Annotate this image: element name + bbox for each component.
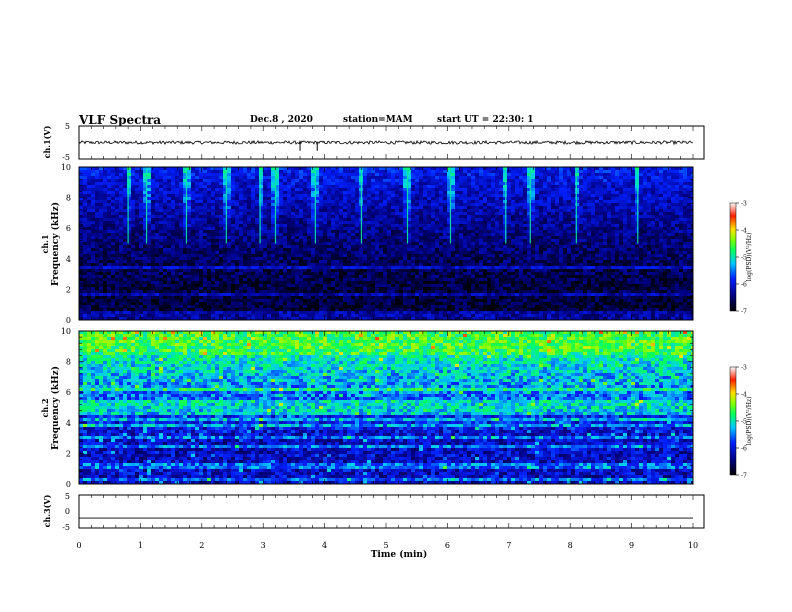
ch2-spectrogram-ylabel-freq: Frequency (kHz) — [50, 366, 61, 450]
ch3-waveform-frame — [78, 494, 705, 529]
time-axis-label: Time (min) — [371, 549, 428, 560]
ch3-ytick-top: 5 — [65, 492, 70, 501]
ch1-colorbar-label: log(PSD)(V²/Hz) — [746, 233, 753, 282]
ch2-spectrogram-panel: 0 2 4 6 8 10 ch.2 Frequency (kHz) — [40, 327, 694, 489]
time-tick-7: 7 — [506, 541, 511, 550]
ch2-spec-ytick-4: 8 — [66, 358, 71, 367]
ch3-ytick-mid: 0 — [65, 507, 70, 516]
ch1-cbtick-3: -6 — [741, 282, 747, 289]
ch2-spectrogram-ticks — [78, 330, 694, 485]
ch2-spec-ytick-2: 4 — [66, 419, 71, 428]
ch3-ytick-bottom: -5 — [62, 523, 70, 532]
ch1-spec-ytick-1: 2 — [66, 285, 71, 294]
ch1-spec-ytick-3: 6 — [66, 224, 71, 233]
ch2-spectrogram-image — [79, 331, 694, 485]
ch1-cbtick-2: -5 — [741, 255, 747, 262]
ch1-spectrogram-ylabel-freq: Frequency (kHz) — [50, 202, 61, 286]
station-label: station=MAM — [343, 115, 413, 125]
ch1-waveform-spikes — [299, 142, 318, 151]
ch2-spec-ytick-5: 10 — [61, 327, 71, 336]
time-tick-3: 3 — [261, 541, 266, 550]
ch1-spectrogram-image — [79, 167, 694, 321]
ch2-colorbar: -3 -4 -5 -6 -7 log(PSD)(V²/Hz) — [729, 365, 753, 480]
ch1-cbtick-0: -3 — [741, 201, 747, 208]
ch3-waveform-ticks — [78, 495, 694, 528]
ch1-spec-ytick-2: 4 — [66, 255, 71, 264]
ch1-spec-ytick-0: 0 — [66, 316, 71, 325]
ch1-cbtick-4: -7 — [741, 309, 747, 316]
ch2-cbtick-1: -4 — [741, 392, 747, 399]
ch2-cbtick-4: -7 — [741, 473, 747, 480]
time-tick-10: 10 — [688, 541, 698, 550]
ch2-cbtick-3: -6 — [741, 446, 747, 453]
ch1-waveform-ylabel: ch.1(V) — [42, 125, 52, 158]
ch1-colorbar-ticks: -3 -4 -5 -6 -7 — [736, 201, 747, 316]
ch3-waveform-panel: 5 0 -5 ch.3(V) 0 1 2 3 4 5 6 7 8 9 10 Time (min) — [42, 492, 705, 560]
ch1-spec-ytick-4: 8 — [66, 194, 71, 203]
date-label: Dec.8 , 2020 — [250, 115, 313, 125]
ch1-waveform-trace — [78, 139, 694, 146]
start-time-label: start UT = 22:30: 1 — [437, 115, 534, 125]
time-axis-ticklabels: 0 1 2 3 4 5 6 7 8 9 10 — [76, 541, 698, 550]
ch2-colorbar-gradient — [729, 366, 737, 476]
time-tick-0: 0 — [76, 541, 81, 550]
time-tick-5: 5 — [383, 541, 388, 550]
ch1-spectrogram-ticks — [78, 166, 694, 321]
ch2-cbtick-2: -5 — [741, 419, 747, 426]
ch1-ytick-top: 5 — [65, 122, 70, 131]
ch2-spec-ytick-1: 2 — [66, 449, 71, 458]
time-tick-2: 2 — [199, 541, 204, 550]
ch2-cbtick-0: -3 — [741, 365, 747, 372]
ch2-spectrogram-ylabel-channel: ch.2 — [40, 398, 50, 417]
ch1-colorbar-gradient — [729, 202, 737, 312]
ch2-spec-ytick-0: 0 — [66, 480, 71, 489]
ch2-spectrogram-yticklabels: 0 2 4 6 8 10 — [61, 327, 71, 489]
ch1-spectrogram-panel: 0 2 4 6 8 10 ch.1 Frequency (kHz) — [40, 163, 694, 325]
ch1-waveform-panel: 5 -5 ch.1(V) — [42, 122, 705, 162]
ch1-waveform-ticks — [78, 126, 694, 159]
ch3-waveform-ylabel: ch.3(V) — [42, 494, 52, 527]
ch1-spectrogram-ylabel-channel: ch.1 — [40, 234, 50, 253]
ch2-colorbar-ticks: -3 -4 -5 -6 -7 — [736, 365, 747, 480]
time-tick-8: 8 — [568, 541, 573, 550]
ch1-spectrogram-yticklabels: 0 2 4 6 8 10 — [61, 163, 71, 325]
time-tick-6: 6 — [445, 541, 450, 550]
ch1-ytick-bottom: -5 — [62, 153, 70, 162]
ch1-colorbar: -3 -4 -5 -6 -7 log(PSD)(V²/Hz) — [729, 201, 753, 316]
ch2-spec-ytick-3: 6 — [66, 388, 71, 397]
time-tick-4: 4 — [322, 541, 327, 550]
ch2-colorbar-label: log(PSD)(V²/Hz) — [746, 397, 753, 446]
time-tick-1: 1 — [138, 541, 143, 550]
time-tick-9: 9 — [629, 541, 634, 550]
figure-title: VLF Spectra — [79, 113, 162, 127]
ch1-cbtick-1: -4 — [741, 228, 747, 235]
ch1-spec-ytick-5: 10 — [61, 163, 71, 172]
